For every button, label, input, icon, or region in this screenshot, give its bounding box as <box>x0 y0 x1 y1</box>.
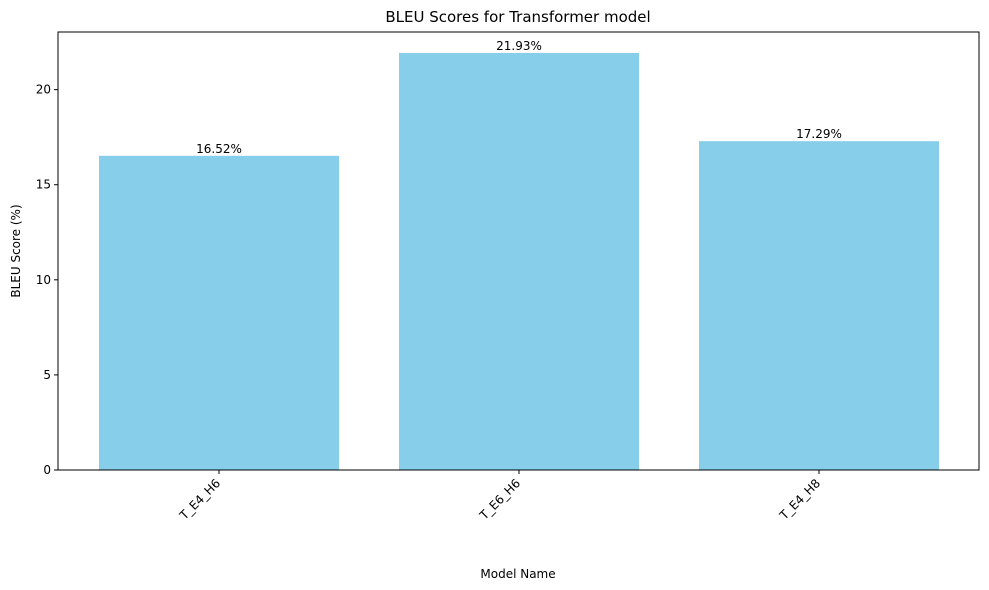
x-axis: T_E4_H6 T_E6_H6 T_E4_H8 <box>176 470 823 523</box>
y-tick-label: 10 <box>36 273 51 287</box>
y-axis: 0 5 10 15 20 <box>36 83 58 477</box>
bar-T_E6_H6 <box>399 52 639 471</box>
bar-T_E4_H8 <box>699 141 939 470</box>
chart-title: BLEU Scores for Transformer model <box>385 8 650 26</box>
data-label-T_E4_H8: 17.29% <box>796 127 842 141</box>
y-tick-label: 15 <box>36 178 51 192</box>
data-label-T_E6_H6: 21.93% <box>496 39 542 53</box>
y-tick-label: 20 <box>36 83 51 97</box>
y-tick-label: 5 <box>43 368 51 382</box>
y-axis-label: BLEU Score (%) <box>9 204 23 297</box>
x-axis-label: Model Name <box>480 567 555 581</box>
plot-area: 16.52% 21.93% 17.29% <box>99 39 939 471</box>
x-tick-label: T_E4_H6 <box>176 476 223 523</box>
y-tick-label: 0 <box>43 463 51 477</box>
bar-T_E4_H6 <box>99 155 339 470</box>
x-tick-label: T_E6_H6 <box>476 476 523 523</box>
data-label-T_E4_H6: 16.52% <box>196 142 242 156</box>
x-tick-label: T_E4_H8 <box>776 476 823 523</box>
